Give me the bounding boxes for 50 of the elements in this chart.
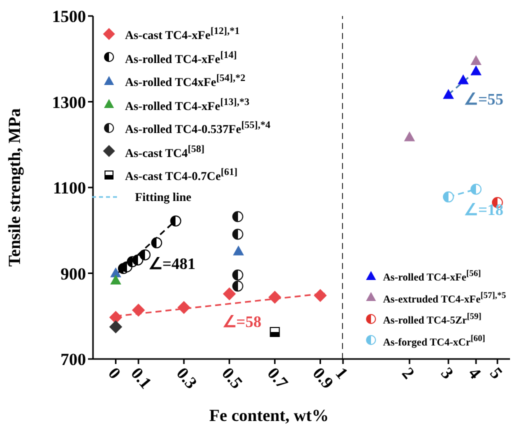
- point: [232, 245, 244, 256]
- x-tick-label: 3: [437, 364, 458, 383]
- y-axis-title: Tensile strength, MPa: [5, 108, 24, 267]
- point: [151, 237, 162, 248]
- point: [170, 215, 182, 226]
- y-tick-label: 900: [60, 264, 86, 284]
- point: [110, 274, 122, 285]
- x-tick-label: 0: [104, 364, 124, 383]
- x-tick-label: 4: [464, 364, 486, 383]
- x-tick-label: 2: [398, 364, 418, 383]
- x-tick-label: 0.1: [127, 364, 156, 392]
- annotation: ∠=18: [464, 202, 504, 220]
- annotation: ∠=481: [148, 256, 196, 274]
- point: [232, 269, 244, 280]
- point: [109, 310, 122, 324]
- point: [132, 254, 144, 266]
- point: [132, 304, 145, 317]
- point: [268, 290, 282, 304]
- y-tick-label: 1100: [52, 178, 86, 198]
- legend-label: As-cast TC4-xFe$^{[12],*1}$: [125, 25, 240, 44]
- legend-label: As-rolled TC4-0.537Fe$^{[55],*4}$: [125, 119, 270, 138]
- y-tick-label: 1500: [52, 7, 86, 26]
- legend-label: As-rolled TC4-5Zr$^{[59]}$: [382, 310, 482, 328]
- point: [232, 280, 244, 292]
- point: [222, 287, 236, 300]
- point: [232, 211, 244, 222]
- x-tick-label: 0.7: [264, 364, 292, 393]
- y-tick-label: 700: [60, 350, 86, 370]
- point: [140, 249, 151, 260]
- annotation: ∠=58: [222, 314, 262, 331]
- point: [314, 289, 327, 302]
- x-axis-title: Fe content, wt%: [208, 406, 330, 426]
- point: [177, 301, 190, 314]
- point: [270, 326, 280, 337]
- legend-label: As-extruded TC4-xFe$^{[57],*5}$: [382, 288, 506, 307]
- annotation: Fitting line: [135, 188, 192, 206]
- y-tick-label: 1300: [52, 92, 86, 112]
- legend-label: As-forged TC4-xCr$^{[60]}$: [382, 332, 486, 350]
- x-tick-label: 0.3: [172, 364, 201, 392]
- legend-label: As-rolled TC4-xFe$^{[14]}$: [125, 48, 237, 68]
- annotation: ∠=55: [464, 92, 504, 109]
- legend-label: As-cast TC4-0.7Ce$^{[61]}$: [125, 166, 238, 185]
- x-tick-label: 5: [486, 364, 506, 383]
- point: [232, 228, 244, 240]
- legend-label: As-cast TC4$^{[58]}$: [125, 142, 204, 162]
- legend-label: As-rolled TC4-xFe$^{[56]}$: [382, 267, 481, 286]
- point: [109, 320, 122, 334]
- legend-label: As-rolled TC4-xFe$^{[13],*3}$: [125, 96, 250, 114]
- x-tick-label: 0.5: [218, 364, 246, 392]
- legend-label: As-rolled TC4xFe$^{[54],*2}$: [125, 72, 246, 91]
